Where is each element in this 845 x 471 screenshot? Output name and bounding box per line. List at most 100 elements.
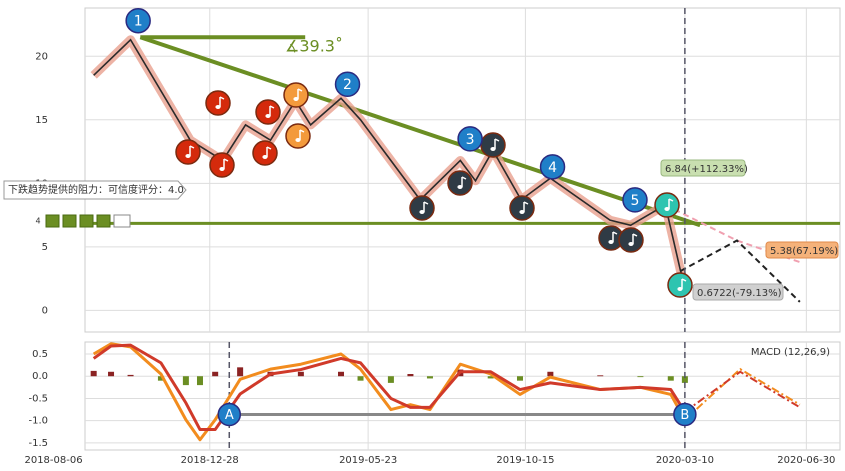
- histogram-bar: [108, 371, 115, 377]
- note-glyph: [219, 167, 225, 171]
- y-tick-label: 0.0: [32, 371, 48, 382]
- histogram-bar: [182, 376, 189, 386]
- target-label: 0.6722(-79.13%): [697, 288, 782, 299]
- label-box: [692, 283, 784, 301]
- histogram-bar: [487, 376, 494, 379]
- marker-label: 1: [134, 14, 143, 30]
- target-label: 5.38(67.19%): [770, 246, 838, 257]
- marker-label: 3: [466, 132, 475, 148]
- histogram-bar: [237, 367, 244, 377]
- note-icon: [285, 123, 311, 149]
- note-icon: [667, 272, 693, 298]
- note-glyph: [423, 201, 429, 212]
- macd-line: [92, 342, 687, 442]
- note-icon: [480, 132, 506, 158]
- marker-label: 2: [343, 77, 352, 93]
- y-tick-label: 20: [35, 51, 48, 62]
- note-icon: [447, 170, 473, 196]
- histogram-bar: [407, 374, 414, 377]
- rating-icon: [79, 214, 94, 228]
- histogram-bar: [357, 376, 364, 381]
- note-glyph: [664, 207, 670, 211]
- note-glyph: [189, 145, 195, 156]
- note-glyph: [490, 147, 496, 151]
- note-icon: [654, 192, 680, 218]
- rating: 4: [35, 217, 40, 226]
- resistance-box: [3, 180, 187, 200]
- x-tick-label: 2019-10-15: [496, 455, 554, 466]
- note-icon: [509, 195, 535, 221]
- rating-icon: [96, 214, 111, 228]
- angle-label: ∡39.3˚: [285, 37, 343, 56]
- note-glyph: [293, 97, 299, 101]
- x-tick-label: 2018-12-28: [181, 455, 239, 466]
- marker-label: B: [680, 408, 689, 423]
- histogram-bar: [516, 376, 523, 381]
- y-tick-label: 0: [42, 305, 48, 316]
- macd-forecast: [684, 370, 801, 413]
- note-icon: [209, 152, 235, 178]
- note-glyph: [632, 233, 638, 244]
- rating-icon: [45, 214, 60, 228]
- histogram-bar: [426, 376, 433, 379]
- histogram-bar: [338, 371, 345, 377]
- note-glyph: [297, 88, 303, 99]
- histogram-bar: [196, 376, 203, 386]
- note-glyph: [628, 242, 634, 246]
- note-icon: [175, 139, 201, 165]
- label-box: [660, 159, 746, 177]
- note-glyph: [494, 138, 500, 149]
- y-tick-label: 15: [35, 115, 48, 126]
- marker: [539, 154, 566, 180]
- marker: [673, 402, 697, 427]
- trend-line: [139, 35, 701, 228]
- y-tick-label: 0.5: [32, 349, 48, 360]
- marker: [217, 402, 242, 427]
- marker-label: 4: [548, 160, 557, 176]
- histogram-bar: [667, 376, 674, 381]
- note-glyph: [612, 231, 618, 242]
- note-glyph: [265, 114, 271, 118]
- note-glyph: [677, 287, 683, 291]
- note-glyph: [219, 96, 225, 107]
- histogram-bar: [547, 371, 554, 377]
- note-glyph: [262, 155, 268, 159]
- note-glyph: [299, 129, 305, 140]
- note-icon: [205, 90, 231, 116]
- note-glyph: [681, 278, 687, 289]
- note-glyph: [457, 185, 463, 189]
- note-glyph: [223, 158, 229, 169]
- note-icon: [255, 99, 281, 125]
- note-glyph: [608, 240, 614, 244]
- note-glyph: [215, 105, 221, 109]
- resistance-label: 下跌趋势提供的阻力：可信度评分：4.0: [8, 183, 184, 196]
- marker: [334, 71, 361, 97]
- histogram-bar: [212, 371, 219, 377]
- macd-title: MACD (12,26,9): [751, 347, 830, 358]
- rating-icon: [62, 214, 77, 228]
- marker-label: 5: [631, 193, 640, 209]
- histogram-bar: [127, 374, 134, 377]
- y-tick-label: -1.0: [28, 416, 48, 427]
- note-icon: [252, 140, 278, 166]
- target-label: 6.84(+112.33%): [665, 164, 748, 175]
- note-glyph: [295, 138, 301, 142]
- macd-forecast: [684, 367, 801, 421]
- note-icon: [618, 227, 644, 253]
- note-glyph: [461, 176, 467, 187]
- macd-panel: [84, 341, 841, 451]
- note-glyph: [519, 210, 525, 214]
- y-tick-label: -0.5: [28, 393, 48, 404]
- histogram-bar: [90, 370, 97, 377]
- marker-label: A: [225, 408, 234, 423]
- rating-icon: [113, 214, 131, 228]
- x-tick-label: 2020-06-30: [777, 455, 835, 466]
- label-box: [765, 241, 839, 259]
- histogram-bar: [637, 376, 644, 378]
- note-glyph: [419, 210, 425, 214]
- note-glyph: [269, 105, 275, 116]
- x-tick-label: 2018-08-06: [24, 455, 82, 466]
- histogram-bar: [681, 376, 688, 383]
